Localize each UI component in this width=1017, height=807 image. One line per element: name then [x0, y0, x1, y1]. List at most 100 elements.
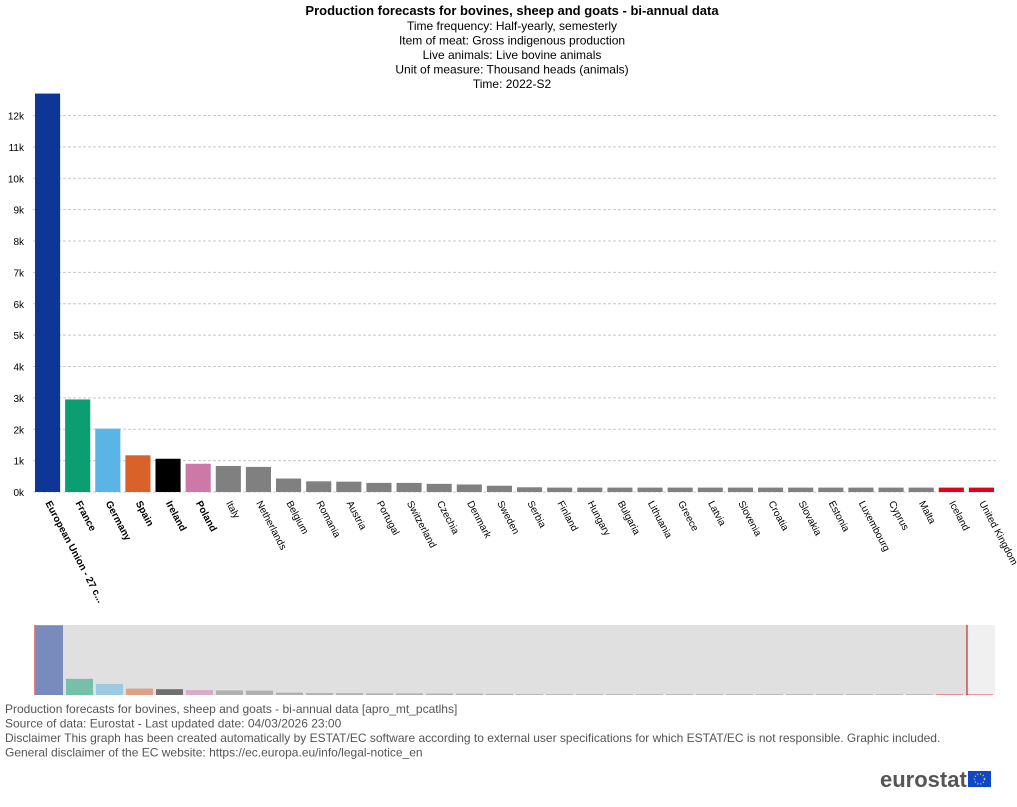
- chart-subtitle: Time: 2022-S2: [473, 77, 552, 91]
- bar[interactable]: [727, 487, 753, 492]
- bar[interactable]: [125, 455, 151, 492]
- navigator-bar: [966, 694, 993, 695]
- x-tick-label: Italy: [223, 499, 241, 520]
- x-tick-label: Slovakia: [796, 499, 824, 538]
- logo-text: eurostat: [880, 767, 967, 792]
- navigator-window[interactable]: [35, 625, 967, 695]
- footer-text: Disclaimer This graph has been created a…: [5, 731, 940, 745]
- bar[interactable]: [245, 466, 271, 492]
- navigator-bar: [876, 694, 903, 695]
- bar[interactable]: [577, 487, 603, 492]
- navigator-bar: [726, 694, 753, 695]
- navigator-bar: [756, 694, 783, 695]
- x-tick-label: Finland: [555, 499, 580, 533]
- y-tick-label: 11k: [9, 143, 25, 154]
- bar[interactable]: [848, 487, 874, 492]
- bar[interactable]: [486, 485, 512, 492]
- navigator-bar: [816, 694, 843, 695]
- x-tick-label: Poland: [193, 499, 218, 534]
- y-tick-label: 10k: [8, 174, 25, 185]
- bar[interactable]: [547, 487, 573, 492]
- bar[interactable]: [607, 487, 633, 492]
- navigator-bar: [426, 693, 453, 695]
- bar[interactable]: [366, 482, 392, 492]
- chart-subtitle: Item of meat: Gross indigenous productio…: [399, 34, 625, 48]
- navigator-outside: [967, 625, 995, 695]
- navigator-bar: [636, 694, 663, 695]
- y-tick-label: 5k: [13, 331, 25, 342]
- x-tick-label: Croatia: [765, 499, 790, 533]
- y-tick-label: 0k: [13, 488, 25, 499]
- bar[interactable]: [908, 487, 934, 492]
- navigator-bar: [36, 625, 63, 695]
- x-tick-label: Sweden: [494, 499, 521, 536]
- navigator-bar: [216, 690, 243, 695]
- bar[interactable]: [758, 487, 784, 492]
- bar[interactable]: [818, 487, 844, 492]
- bar[interactable]: [396, 482, 422, 492]
- x-tick-label: Germany: [103, 499, 133, 543]
- navigator-bar: [366, 693, 393, 695]
- bar[interactable]: [306, 481, 332, 492]
- x-tick-label: Bulgaria: [615, 499, 642, 537]
- chart-subtitle: Unit of measure: Thousand heads (animals…: [395, 63, 628, 77]
- navigator-bar: [846, 694, 873, 695]
- x-tick-label: European Union - 27 c...: [42, 499, 105, 605]
- bar[interactable]: [878, 487, 904, 492]
- bar[interactable]: [517, 487, 543, 492]
- chart-subtitle: Time frequency: Half-yearly, semesterly: [407, 19, 617, 33]
- x-tick-label: Luxembourg: [856, 499, 892, 553]
- navigator-bar: [186, 690, 213, 695]
- bar[interactable]: [95, 428, 121, 492]
- x-tick-label: Denmark: [464, 499, 493, 541]
- navigator-bar: [456, 693, 483, 695]
- navigator-bar: [606, 694, 633, 695]
- navigator-bar: [306, 693, 333, 695]
- bar[interactable]: [456, 484, 482, 492]
- bar[interactable]: [788, 487, 814, 492]
- x-tick-label: Iceland: [946, 499, 971, 533]
- navigator-bar: [246, 690, 273, 695]
- y-tick-label: 2k: [13, 425, 25, 436]
- footer-text: Source of data: Eurostat - Last updated …: [5, 717, 342, 731]
- bar[interactable]: [637, 487, 663, 492]
- bar[interactable]: [938, 487, 964, 492]
- bar[interactable]: [336, 481, 362, 492]
- navigator-bar: [486, 693, 513, 695]
- bar[interactable]: [667, 487, 693, 492]
- x-tick-label: Latvia: [705, 499, 727, 528]
- bar[interactable]: [276, 478, 302, 492]
- y-tick-label: 6k: [13, 300, 25, 311]
- bar[interactable]: [185, 463, 211, 492]
- bar[interactable]: [65, 399, 91, 492]
- navigator-bar: [96, 683, 123, 695]
- x-tick-label: Switzerland: [404, 499, 438, 550]
- x-tick-label: Cyprus: [886, 499, 911, 532]
- bar[interactable]: [426, 483, 452, 492]
- navigator-bar: [156, 689, 183, 695]
- bar[interactable]: [697, 487, 723, 492]
- x-tick-label: Ireland: [163, 499, 188, 533]
- bar[interactable]: [215, 465, 241, 492]
- y-tick-label: 1k: [13, 457, 25, 468]
- x-tick-label: Malta: [916, 499, 937, 526]
- bar[interactable]: [35, 93, 61, 492]
- footer-text: General disclaimer of the EC website: ht…: [5, 746, 423, 760]
- y-tick-label: 4k: [13, 363, 25, 374]
- x-tick-label: Lithuania: [645, 499, 674, 540]
- y-tick-label: 7k: [13, 268, 25, 279]
- navigator-bar: [546, 694, 573, 695]
- x-tick-label: Slovenia: [735, 499, 763, 538]
- eu-flag: [968, 771, 991, 787]
- navigator-bar: [336, 693, 363, 695]
- x-tick-label: Austria: [344, 499, 369, 532]
- x-tick-label: France: [73, 499, 98, 534]
- x-tick-label: Greece: [675, 499, 700, 534]
- eu-stars: [973, 773, 986, 785]
- y-tick-label: 12k: [8, 112, 25, 123]
- bar[interactable]: [968, 487, 994, 492]
- navigator-bar: [786, 694, 813, 695]
- navigator-bar: [666, 694, 693, 695]
- bar[interactable]: [155, 458, 181, 492]
